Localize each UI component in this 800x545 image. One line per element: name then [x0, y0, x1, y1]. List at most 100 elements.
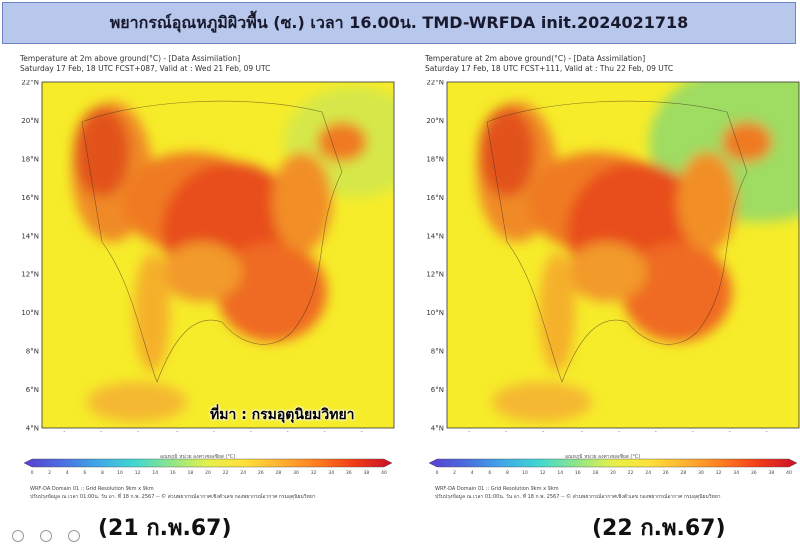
lat-tick-label: 4°N: [26, 425, 39, 433]
lon-tick-label: 110°E: [346, 431, 367, 432]
colorbar-tick: 10: [117, 470, 123, 476]
panel-heading-2: Saturday 17 Feb, 18 UTC FCST+111, Valid …: [425, 64, 674, 73]
lon-tick-label: 94°E: [54, 431, 71, 432]
lat-tick-label: 20°N: [426, 117, 444, 125]
colorbar-tick: 36: [346, 470, 352, 476]
colorbar-tick: 0: [436, 470, 439, 476]
colorbar-tick: 22: [628, 470, 634, 476]
lon-tick-label: 98°E: [532, 431, 549, 432]
lat-tick-label: 8°N: [431, 348, 444, 356]
lon-tick-label: 102°E: [199, 431, 220, 432]
lat-tick-label: 10°N: [21, 309, 39, 317]
lon-tick-label: 112°E: [788, 431, 800, 432]
lon-tick-label: 102°E: [604, 431, 625, 432]
footer-line-1: WRF-DA Domain 01 :: Grid Resolution 9km …: [435, 486, 559, 492]
date-label-right: (22 ก.พ.67): [592, 516, 726, 541]
colorbar-tick: 40: [381, 470, 387, 476]
lat-tick-label: 16°N: [426, 194, 444, 202]
colorbar-tick: 10: [522, 470, 528, 476]
colorbar-tick: 16: [575, 470, 581, 476]
temperature-map-right: 22°N 20°N 18°N 16°N 14°N 12°N 10°N 8°N 6°N 4°N 94°…: [426, 80, 800, 433]
lon-tick-label: 106°E: [273, 431, 294, 432]
lat-tick-label: 6°N: [431, 386, 444, 394]
colorbar-tick: 26: [258, 470, 264, 476]
colorbar-tick: 12: [135, 470, 141, 476]
colorbar-tick: 36: [751, 470, 757, 476]
lon-tick-label: 106°E: [678, 431, 699, 432]
zoom-icon[interactable]: [40, 530, 52, 542]
map-panel-left: Temperature at 2m above ground(°C) - [Da…: [20, 54, 400, 504]
lat-tick-label: 18°N: [426, 155, 444, 163]
colorbar-tick: 30: [698, 470, 704, 476]
colorbar-tick: 2: [453, 470, 456, 476]
colorbar-tick: 8: [101, 470, 104, 476]
lon-tick-label: 100°E: [567, 431, 588, 432]
lat-tick-label: 14°N: [21, 232, 39, 240]
lat-tick-label: 12°N: [426, 271, 444, 279]
colorbar-tick: 16: [170, 470, 176, 476]
lat-tick-label: 18°N: [21, 155, 39, 163]
lat-tick-label: 4°N: [431, 425, 444, 433]
colorbar-left: 0 2 4 6 8 10 12 14 16 18 20 22 24 26 28 30 32 34 36 38 40: [23, 458, 393, 476]
lat-tick-label: 16°N: [21, 194, 39, 202]
lon-tick-label: 104°E: [236, 431, 257, 432]
colorbar-tick: 38: [364, 470, 370, 476]
colorbar-tick: 32: [311, 470, 317, 476]
lat-tick-label: 20°N: [21, 117, 39, 125]
colorbar-tick: 6: [83, 470, 86, 476]
temperature-map-left: 22°N 20°N 18°N 16°N 14°N 12°N 10°N 8°N 6°N 4°N 94°…: [21, 80, 396, 433]
banner-title: พยากรณ์อุณหภูมิผิวพื้น (ซ.) เวลา 16.00น.…: [109, 12, 689, 32]
colorbar-gradient: [23, 458, 393, 468]
colorbar-tick: 34: [328, 470, 334, 476]
colorbar-tick: 24: [240, 470, 246, 476]
date-label-left: (21 ก.พ.67): [98, 516, 232, 541]
footer-line-2: ปรับปรุงข้อมูล ณ เวลา 01:00น. วัน อา. ที…: [435, 494, 721, 500]
colorbar-tick: 32: [716, 470, 722, 476]
lat-tick-label: 8°N: [26, 348, 39, 356]
panel-heading-2: Saturday 17 Feb, 18 UTC FCST+087, Valid …: [20, 64, 271, 73]
colorbar-tick: 26: [663, 470, 669, 476]
colorbar-title: อุณหภูมิ หน่วย องศาเซลเซียส (°C): [565, 454, 641, 460]
title-banner: พยากรณ์อุณหภูมิผิวพื้น (ซ.) เวลา 16.00น.…: [2, 2, 796, 44]
lon-tick-label: 94°E: [459, 431, 476, 432]
colorbar-tick: 30: [293, 470, 299, 476]
colorbar-tick: 28: [276, 470, 282, 476]
share-icon[interactable]: [68, 530, 80, 542]
lon-tick-label: 100°E: [162, 431, 183, 432]
colorbar-tick: 14: [557, 470, 563, 476]
lat-tick-label: 22°N: [21, 80, 39, 87]
panel-heading-1: Temperature at 2m above ground(°C) - [Da…: [20, 54, 241, 63]
colorbar-tick: 12: [540, 470, 546, 476]
colorbar-tick: 20: [610, 470, 616, 476]
lon-tick-label: 108°E: [715, 431, 736, 432]
colorbar-tick: 24: [645, 470, 651, 476]
colorbar-tick: 38: [769, 470, 775, 476]
colorbar-gradient: [428, 458, 798, 468]
lon-tick-label: 110°E: [751, 431, 772, 432]
lat-tick-label: 6°N: [26, 386, 39, 394]
colorbar-title: อุณหภูมิ หน่วย องศาเซลเซียส (°C): [160, 454, 236, 460]
lon-tick-label: 104°E: [641, 431, 662, 432]
footer-line-1: WRF-DA Domain 01 :: Grid Resolution 9km …: [30, 486, 154, 492]
colorbar-tick: 2: [48, 470, 51, 476]
panel-heading-1: Temperature at 2m above ground(°C) - [Da…: [425, 54, 646, 63]
lat-tick-label: 14°N: [426, 232, 444, 240]
footer-line-2: ปรับปรุงข้อมูล ณ เวลา 01:00น. วัน อา. ที…: [30, 494, 316, 500]
colorbar-tick: 34: [733, 470, 739, 476]
colorbar-tick: 20: [205, 470, 211, 476]
colorbar-tick: 4: [66, 470, 69, 476]
settings-icon[interactable]: [12, 530, 24, 542]
lon-tick-label: 108°E: [310, 431, 331, 432]
colorbar-tick: 22: [223, 470, 229, 476]
colorbar-tick: 28: [681, 470, 687, 476]
colorbar-tick: 18: [188, 470, 194, 476]
colorbar-tick: 6: [488, 470, 491, 476]
lon-tick-label: 96°E: [90, 431, 107, 432]
lon-tick-label: 112°E: [383, 431, 396, 432]
colorbar-tick: 40: [786, 470, 792, 476]
lat-tick-label: 12°N: [21, 271, 39, 279]
source-note: ที่มา : กรมอุตุนิยมวิทยา: [210, 407, 355, 423]
lon-tick-label: 98°E: [127, 431, 144, 432]
colorbar-tick: 0: [31, 470, 34, 476]
lon-tick-label: 96°E: [495, 431, 512, 432]
